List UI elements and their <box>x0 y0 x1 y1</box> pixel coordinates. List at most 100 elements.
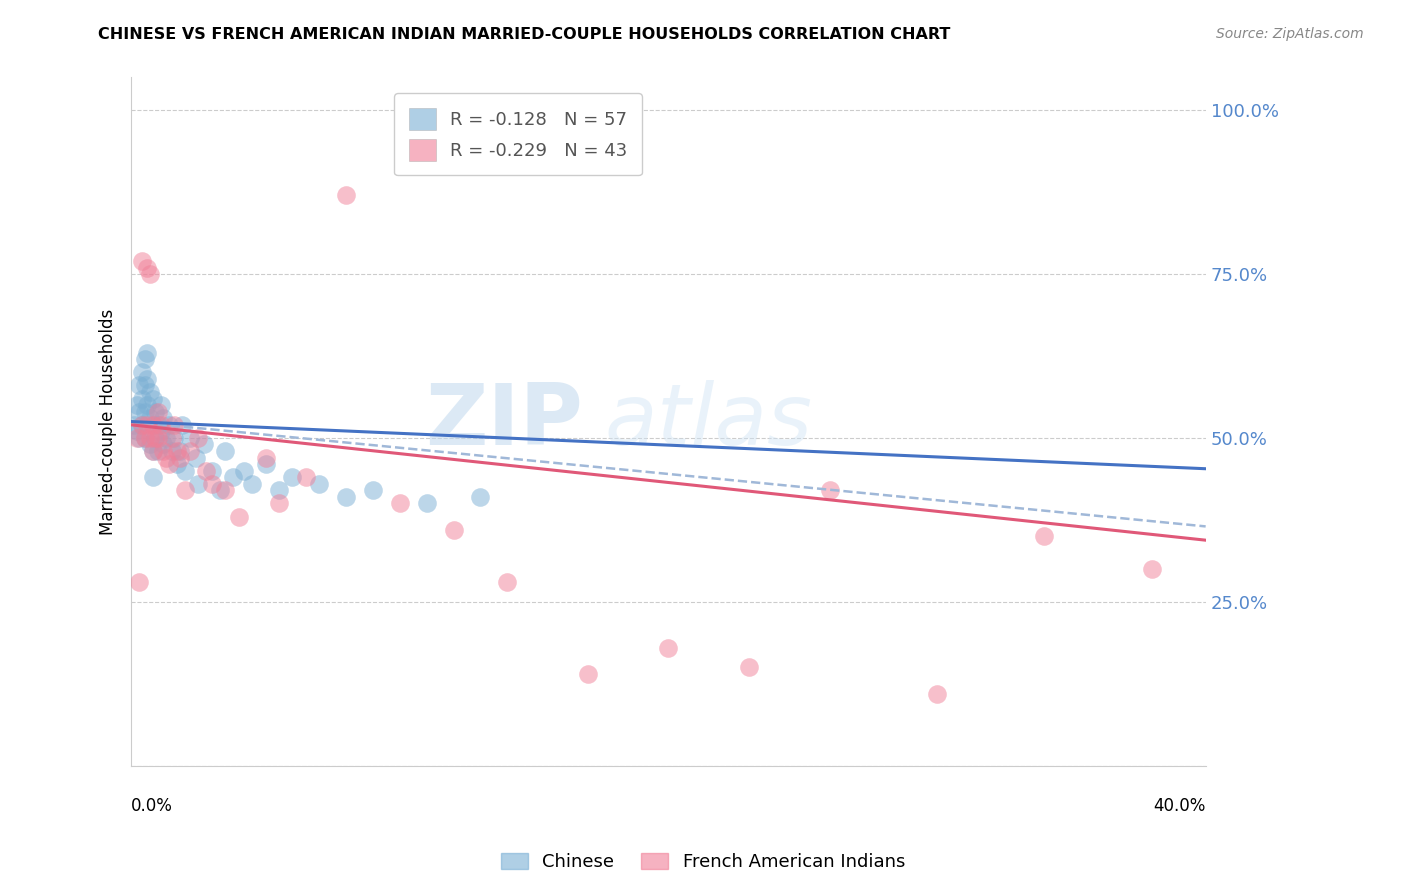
Point <box>163 431 186 445</box>
Point <box>267 483 290 498</box>
Point <box>172 417 194 432</box>
Point <box>254 457 277 471</box>
Y-axis label: Married-couple Households: Married-couple Households <box>100 309 117 534</box>
Point <box>131 254 153 268</box>
Point <box>128 378 150 392</box>
Point <box>131 365 153 379</box>
Point <box>233 464 256 478</box>
Point <box>335 490 357 504</box>
Point <box>128 575 150 590</box>
Point <box>152 444 174 458</box>
Point <box>160 444 183 458</box>
Point <box>925 687 948 701</box>
Point <box>193 437 215 451</box>
Point <box>155 450 177 465</box>
Point <box>214 483 236 498</box>
Point <box>139 411 162 425</box>
Point <box>443 523 465 537</box>
Point <box>136 372 159 386</box>
Point <box>142 417 165 432</box>
Point <box>254 450 277 465</box>
Point <box>139 267 162 281</box>
Point <box>240 476 263 491</box>
Point <box>415 496 437 510</box>
Point <box>125 431 148 445</box>
Point <box>152 437 174 451</box>
Point <box>166 444 188 458</box>
Point <box>134 431 156 445</box>
Point <box>157 457 180 471</box>
Point <box>576 666 599 681</box>
Point <box>267 496 290 510</box>
Point <box>166 457 188 471</box>
Legend: Chinese, French American Indians: Chinese, French American Indians <box>494 846 912 879</box>
Point <box>157 417 180 432</box>
Point <box>145 405 167 419</box>
Point <box>128 405 150 419</box>
Point <box>136 345 159 359</box>
Point <box>142 444 165 458</box>
Point <box>134 352 156 367</box>
Point <box>146 417 169 432</box>
Point <box>201 476 224 491</box>
Legend: R = -0.128   N = 57, R = -0.229   N = 43: R = -0.128 N = 57, R = -0.229 N = 43 <box>394 94 643 176</box>
Point <box>131 392 153 406</box>
Point <box>295 470 318 484</box>
Point <box>145 431 167 445</box>
Point <box>388 496 411 510</box>
Point <box>308 476 330 491</box>
Point <box>201 464 224 478</box>
Point <box>657 640 679 655</box>
Point <box>496 575 519 590</box>
Point <box>136 417 159 432</box>
Point <box>131 417 153 432</box>
Point <box>134 378 156 392</box>
Text: CHINESE VS FRENCH AMERICAN INDIAN MARRIED-COUPLE HOUSEHOLDS CORRELATION CHART: CHINESE VS FRENCH AMERICAN INDIAN MARRIE… <box>98 27 950 42</box>
Point <box>139 385 162 400</box>
Text: ZIP: ZIP <box>425 380 582 463</box>
Point <box>174 483 197 498</box>
Point <box>155 431 177 445</box>
Point <box>169 450 191 465</box>
Point <box>142 470 165 484</box>
Point <box>122 417 145 432</box>
Point <box>128 431 150 445</box>
Point <box>281 470 304 484</box>
Point <box>152 411 174 425</box>
Point <box>818 483 841 498</box>
Point <box>131 417 153 432</box>
Point <box>470 490 492 504</box>
Point <box>134 431 156 445</box>
Point <box>149 417 172 432</box>
Point <box>187 476 209 491</box>
Point <box>142 417 165 432</box>
Point <box>184 450 207 465</box>
Point <box>125 398 148 412</box>
Point <box>149 398 172 412</box>
Point <box>142 392 165 406</box>
Point <box>195 464 218 478</box>
Point <box>146 431 169 445</box>
Text: 0.0%: 0.0% <box>131 797 173 814</box>
Point <box>187 431 209 445</box>
Point <box>738 660 761 674</box>
Point <box>222 470 245 484</box>
Point <box>179 444 201 458</box>
Point <box>149 425 172 439</box>
Point <box>134 405 156 419</box>
Point <box>208 483 231 498</box>
Point <box>1033 529 1056 543</box>
Point <box>139 437 162 451</box>
Point <box>214 444 236 458</box>
Point <box>145 431 167 445</box>
Point <box>1140 562 1163 576</box>
Point <box>335 188 357 202</box>
Point <box>228 509 250 524</box>
Point <box>136 398 159 412</box>
Point <box>169 444 191 458</box>
Point <box>146 405 169 419</box>
Point <box>146 444 169 458</box>
Point <box>139 431 162 445</box>
Point <box>136 260 159 275</box>
Text: Source: ZipAtlas.com: Source: ZipAtlas.com <box>1216 27 1364 41</box>
